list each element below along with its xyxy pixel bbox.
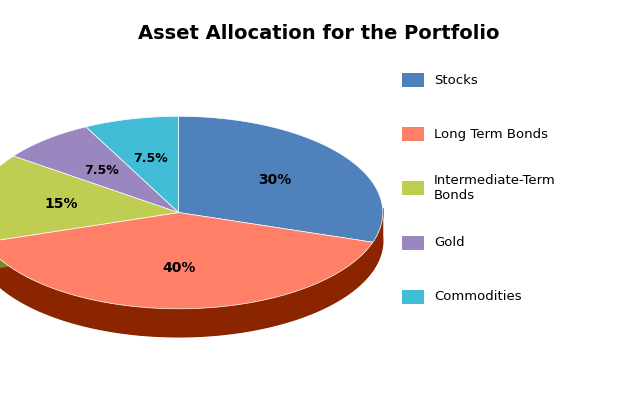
Text: 7.5%: 7.5%: [133, 152, 168, 165]
Polygon shape: [0, 156, 179, 242]
Polygon shape: [373, 208, 383, 270]
Text: Commodities: Commodities: [434, 290, 521, 303]
Text: Long Term Bonds: Long Term Bonds: [434, 128, 548, 141]
Text: 7.5%: 7.5%: [84, 164, 119, 176]
Text: 15%: 15%: [45, 197, 78, 211]
FancyBboxPatch shape: [402, 236, 424, 249]
Text: Stocks: Stocks: [434, 74, 478, 87]
Text: Intermediate-Term
Bonds: Intermediate-Term Bonds: [434, 174, 556, 203]
Polygon shape: [0, 213, 373, 309]
Text: 40%: 40%: [162, 261, 195, 275]
FancyBboxPatch shape: [402, 127, 424, 141]
Text: Gold: Gold: [434, 236, 464, 249]
Polygon shape: [179, 213, 373, 270]
Polygon shape: [0, 242, 373, 337]
Polygon shape: [0, 213, 179, 270]
Polygon shape: [13, 127, 179, 213]
Text: Asset Allocation for the Portfolio: Asset Allocation for the Portfolio: [138, 24, 500, 43]
Polygon shape: [86, 116, 179, 213]
Text: 30%: 30%: [258, 173, 291, 187]
FancyBboxPatch shape: [402, 290, 424, 304]
Polygon shape: [373, 213, 383, 270]
Polygon shape: [179, 116, 383, 242]
Polygon shape: [179, 213, 373, 270]
Polygon shape: [0, 242, 373, 337]
Polygon shape: [0, 213, 179, 270]
FancyBboxPatch shape: [402, 73, 424, 87]
FancyBboxPatch shape: [402, 181, 424, 195]
